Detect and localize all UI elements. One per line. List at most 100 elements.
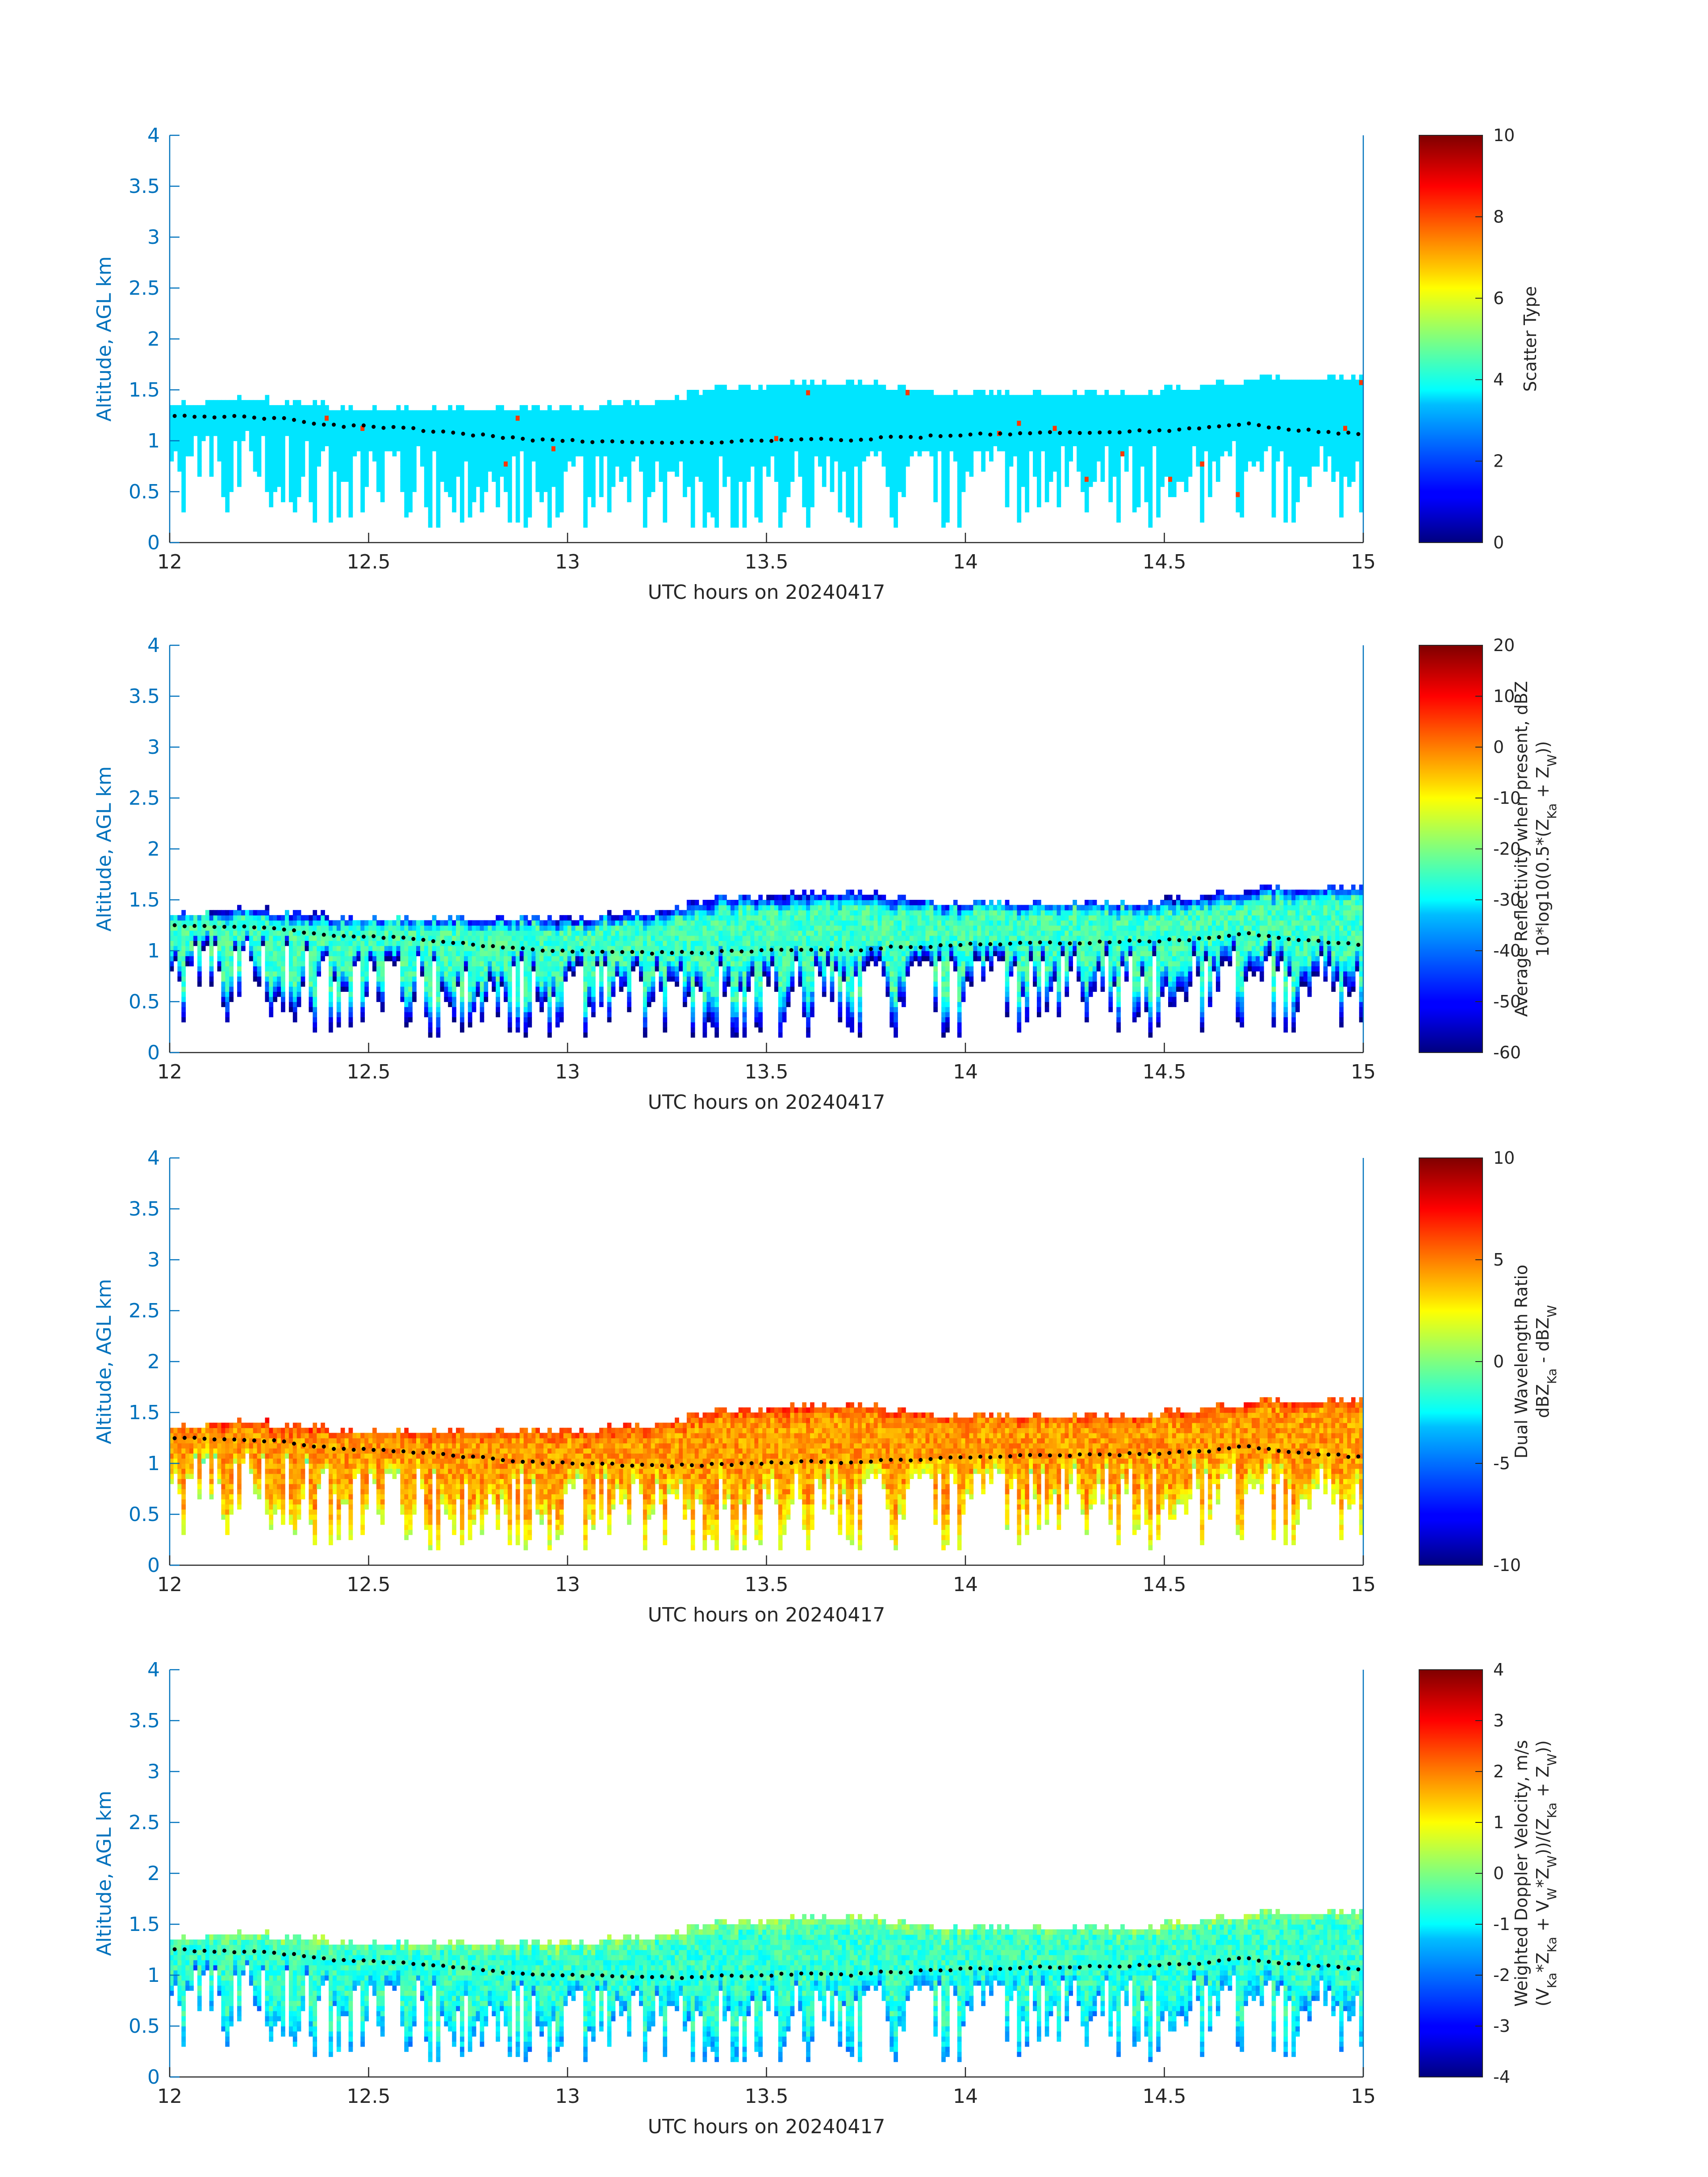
heatmap-cell: [364, 466, 369, 472]
heatmap-cell: [436, 481, 441, 487]
heatmap-cell: [1044, 435, 1049, 441]
heatmap-cell: [329, 492, 333, 497]
heatmap-cell: [1295, 481, 1300, 487]
heatmap-cell: [727, 435, 731, 441]
heatmap-cell: [690, 451, 695, 456]
heatmap-cell: [484, 466, 489, 472]
heatmap-cell: [1252, 415, 1256, 421]
heatmap-cell: [380, 461, 385, 467]
heatmap-cell: [1029, 405, 1033, 411]
heatmap-cell: [1240, 395, 1244, 401]
heatmap-cell: [1092, 451, 1097, 456]
heatmap-cell: [1248, 390, 1252, 396]
heatmap-cell: [1303, 446, 1308, 451]
heatmap-cell: [555, 441, 560, 447]
heatmap-cell: [555, 476, 560, 482]
heatmap-cell: [1323, 451, 1328, 456]
heatmap-cell: [913, 430, 918, 436]
heatmap-cell: [587, 471, 592, 477]
heatmap-cell: [790, 461, 795, 467]
heatmap-cell: [898, 410, 902, 416]
heatmap-cell: [1279, 420, 1284, 426]
heatmap-cell: [969, 410, 974, 416]
heatmap-cell: [1184, 441, 1189, 447]
heatmap-cell: [1116, 395, 1121, 401]
heatmap-cell: [682, 441, 687, 447]
heatmap-cell: [1287, 446, 1292, 451]
heatmap-cell: [1040, 435, 1045, 441]
heatmap-cell: [1136, 466, 1141, 472]
heatmap-cell: [615, 456, 620, 462]
heatmap-cell: [571, 410, 576, 416]
heatmap-cell: [356, 446, 361, 451]
heatmap-cell: [500, 446, 504, 451]
heatmap-cell: [838, 420, 843, 426]
heatmap-cell: [496, 481, 500, 487]
heatmap-cell: [714, 466, 719, 472]
heatmap-cell: [547, 476, 552, 482]
heatmap-cell: [861, 415, 866, 421]
heatmap-cell: [1339, 430, 1344, 436]
heatmap-cell: [1057, 456, 1061, 462]
heatmap-cell: [356, 420, 361, 426]
heatmap-cell: [1164, 435, 1169, 441]
heatmap-cell: [1005, 492, 1010, 497]
heatmap-cell: [810, 476, 814, 482]
heatmap-cell: [1005, 441, 1010, 447]
heatmap-cell: [400, 446, 405, 451]
heatmap-cell: [850, 481, 854, 487]
heatmap-cell: [1040, 400, 1045, 405]
heatmap-cell: [822, 410, 827, 416]
heatmap-cell: [1176, 456, 1181, 462]
heatmap-cell: [1021, 425, 1026, 431]
heatmap-cell: [515, 501, 520, 507]
heatmap-cell: [412, 456, 417, 462]
heatmap-cell: [1319, 405, 1324, 411]
heatmap-cell: [981, 390, 986, 396]
heatmap-cell: [348, 446, 353, 451]
heatmap-cell: [710, 410, 715, 416]
heatmap-cell: [830, 441, 835, 447]
heatmap-cell: [1140, 456, 1145, 462]
heatmap-cell: [694, 461, 699, 467]
heatmap-cell: [686, 395, 691, 401]
heatmap-cell: [710, 466, 715, 472]
heatmap-cell: [1017, 471, 1022, 477]
heatmap-cell: [1252, 446, 1256, 451]
heatmap-cell: [1033, 446, 1037, 451]
heatmap-cell: [659, 415, 664, 421]
heatmap-cell: [1096, 425, 1101, 431]
heatmap-cell: [1021, 456, 1026, 462]
heatmap-cell: [1196, 420, 1201, 426]
heatmap-cell: [313, 415, 317, 421]
heatmap-cell: [1112, 451, 1117, 456]
heatmap-cell: [583, 517, 588, 523]
heatmap-cell: [850, 476, 854, 482]
heatmap-cell: [301, 405, 305, 411]
heatmap-cell: [336, 497, 341, 502]
heatmap-cell: [551, 446, 556, 451]
heatmap-cell: [296, 492, 301, 497]
heatmap-cell: [507, 451, 512, 456]
heatmap-cell: [563, 451, 568, 456]
heatmap-cell: [348, 430, 353, 436]
heatmap-cell: [579, 415, 584, 421]
heatmap-cell: [448, 476, 453, 482]
heatmap-cell: [1283, 461, 1288, 467]
heatmap-cell: [313, 517, 317, 523]
heatmap-cell: [217, 430, 222, 436]
heatmap-cell: [786, 420, 791, 426]
heatmap-cell: [1132, 507, 1137, 513]
heatmap-cell: [1283, 415, 1288, 421]
heatmap-cell: [1140, 430, 1145, 436]
heatmap-cell: [476, 410, 480, 416]
heatmap-cell: [181, 435, 186, 441]
heatmap-cell: [957, 415, 962, 421]
heatmap-cell: [384, 446, 389, 451]
heatmap-cell: [472, 497, 476, 502]
heatmap-cell: [1228, 384, 1232, 390]
heatmap-cell: [865, 425, 870, 431]
heatmap-cell: [1172, 395, 1177, 401]
heatmap-cell: [1295, 476, 1300, 482]
heatmap-cell: [858, 395, 862, 401]
